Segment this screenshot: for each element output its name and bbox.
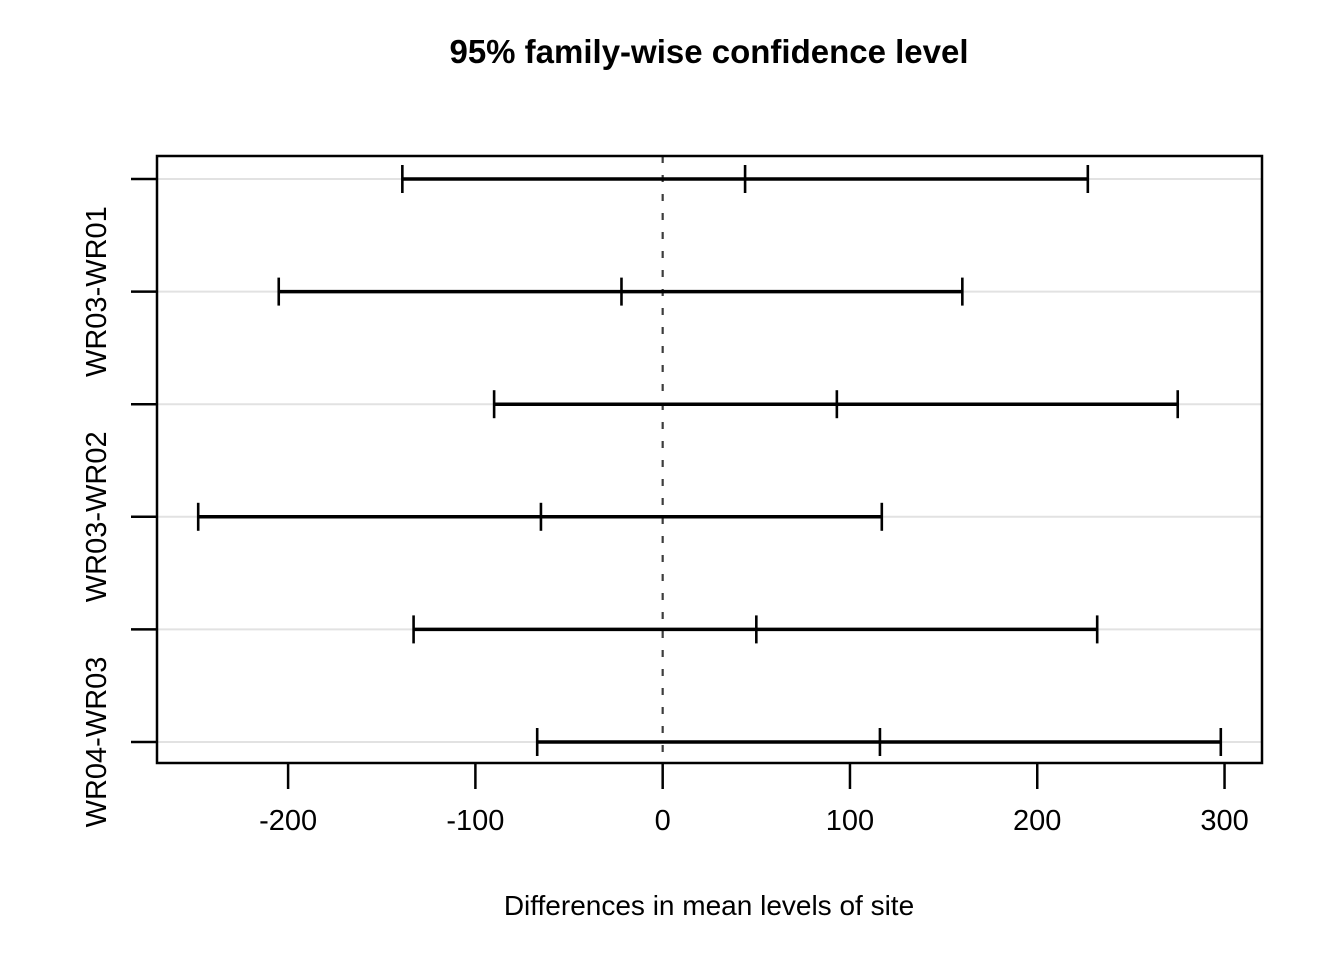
- x-tick-label: 100: [826, 805, 874, 837]
- chart-layer: -200 -100 0 100 200 300 WR03-WR01 WR03-WR02 WR04…: [81, 154, 1264, 837]
- chart-title: 95% family-wise confidence level: [449, 33, 968, 70]
- x-tick-label: -100: [446, 805, 504, 837]
- x-tick-label: 200: [1013, 805, 1061, 837]
- y-axis-label: WR03-WR01: [81, 206, 113, 377]
- plot-box: [155, 154, 1264, 765]
- y-axis-label: WR04-WR03: [81, 657, 113, 828]
- x-axis-title: Differences in mean levels of site: [504, 890, 914, 921]
- x-tick-label: 0: [655, 805, 671, 837]
- y-axis-label: WR03-WR02: [81, 431, 113, 602]
- x-tick-label: 300: [1200, 805, 1248, 837]
- x-tick-label: -200: [259, 805, 317, 837]
